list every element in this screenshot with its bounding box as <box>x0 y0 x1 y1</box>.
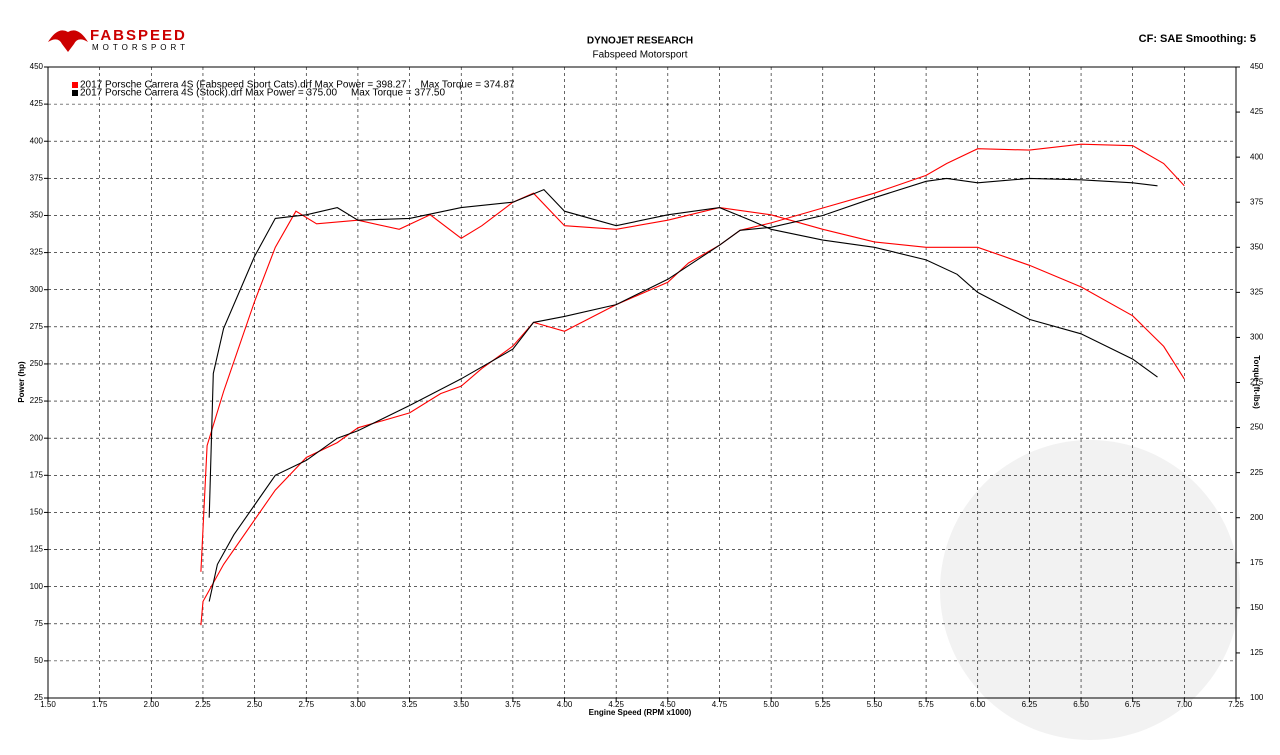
x-tick-label: 5.00 <box>763 700 779 709</box>
x-tick-label: 6.50 <box>1073 700 1089 709</box>
y-tick-label: 225 <box>30 396 44 405</box>
y2-tick-label: 425 <box>1250 107 1264 116</box>
y2-tick-label: 300 <box>1250 333 1264 342</box>
legend-swatch <box>72 90 78 96</box>
x-tick-label: 5.75 <box>918 700 934 709</box>
x-tick-label: 6.75 <box>1125 700 1141 709</box>
x-axis-label: Engine Speed (RPM x1000) <box>589 708 692 717</box>
x-tick-label: 4.25 <box>608 700 624 709</box>
settings-note: CF: SAE Smoothing: 5 <box>1139 33 1256 45</box>
legend-label: 2017 Porsche Carrera 4S (Stock).drf Max … <box>80 88 445 99</box>
y2-tick-label: 200 <box>1250 513 1264 522</box>
x-tick-label: 1.50 <box>40 700 56 709</box>
y-tick-label: 100 <box>30 582 44 591</box>
x-tick-label: 2.00 <box>144 700 160 709</box>
y2-tick-label: 350 <box>1250 242 1264 251</box>
y2-axis-label: Torque (ft-lbs) <box>1252 355 1261 409</box>
y2-tick-label: 275 <box>1250 378 1264 387</box>
line <box>208 188 1158 518</box>
legend-swatch <box>72 82 78 88</box>
y2-tick-label: 450 <box>1250 62 1264 71</box>
x-tick-label: 3.75 <box>505 700 521 709</box>
chart-subtitle: Fabspeed Motorsport <box>592 50 687 61</box>
x-tick-label: 2.25 <box>195 700 211 709</box>
x-tick-label: 7.25 <box>1228 700 1244 709</box>
y-tick-label: 350 <box>30 211 44 220</box>
x-tick-label: 1.75 <box>92 700 108 709</box>
y-tick-label: 50 <box>34 656 43 665</box>
y2-tick-label: 100 <box>1250 693 1264 702</box>
logo-tagline: MOTORSPORT <box>92 43 189 52</box>
logo-name: FABSPEED <box>90 27 187 44</box>
y2-tick-label: 175 <box>1250 558 1264 567</box>
y2-tick-label: 150 <box>1250 603 1264 612</box>
x-tick-label: 3.25 <box>402 700 418 709</box>
y-tick-label: 325 <box>30 248 44 257</box>
x-tick-label: 4.75 <box>712 700 728 709</box>
x-tick-label: 3.00 <box>350 700 366 709</box>
y2-tick-label: 400 <box>1250 152 1264 161</box>
logo: FABSPEED MOTORSPORT <box>48 27 189 52</box>
y2-tick-label: 225 <box>1250 468 1264 477</box>
y-tick-label: 275 <box>30 322 44 331</box>
x-tick-label: 6.25 <box>1022 700 1038 709</box>
x-tick-label: 5.50 <box>867 700 883 709</box>
logo-emblem <box>48 30 88 52</box>
y-tick-label: 200 <box>30 433 44 442</box>
x-tick-label: 6.00 <box>970 700 986 709</box>
legend-label: 2017 Porsche Carrera 4S (Fabspeed Sport … <box>80 80 515 91</box>
y-tick-label: 175 <box>30 470 44 479</box>
y-tick-label: 25 <box>34 693 43 702</box>
y-tick-label: 250 <box>30 359 44 368</box>
y-tick-label: 450 <box>30 62 44 71</box>
y2-tick-label: 325 <box>1250 287 1264 296</box>
y-tick-label: 375 <box>30 173 44 182</box>
y-axis-label: Power (hp) <box>17 361 26 403</box>
y-tick-label: 75 <box>34 619 43 628</box>
y-tick-label: 425 <box>30 99 44 108</box>
x-tick-label: 2.75 <box>298 700 314 709</box>
y2-tick-label: 375 <box>1250 197 1264 206</box>
watermark <box>940 440 1240 740</box>
y2-tick-label: 250 <box>1250 423 1264 432</box>
y-tick-label: 125 <box>30 545 44 554</box>
x-tick-label: 7.00 <box>1177 700 1193 709</box>
y-tick-label: 400 <box>30 136 44 145</box>
x-tick-label: 4.00 <box>557 700 573 709</box>
y-tick-label: 300 <box>30 285 44 294</box>
x-tick-label: 2.50 <box>247 700 263 709</box>
y-tick-label: 150 <box>30 508 44 517</box>
x-tick-label: 3.50 <box>453 700 469 709</box>
y2-tick-label: 125 <box>1250 648 1264 657</box>
x-tick-label: 4.50 <box>660 700 676 709</box>
plot-frame <box>47 66 1237 699</box>
x-tick-label: 5.25 <box>815 700 831 709</box>
chart-title: DYNOJET RESEARCH <box>587 36 693 47</box>
line <box>200 192 1185 572</box>
line <box>208 177 1158 602</box>
